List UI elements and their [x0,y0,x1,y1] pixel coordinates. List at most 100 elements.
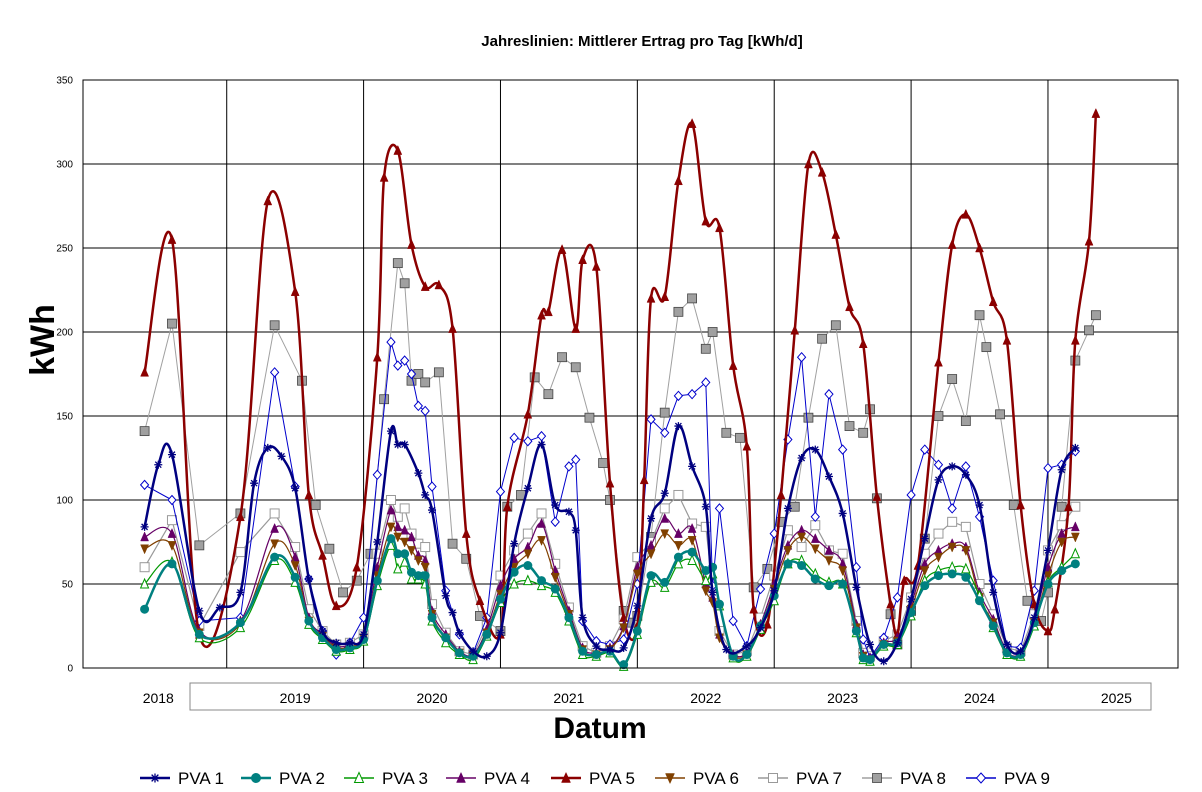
data-point-marker [722,645,731,654]
data-point-marker [947,374,958,384]
data-point-marker [1043,546,1052,555]
data-point-marker [195,606,204,615]
y-tick-label: 250 [56,244,73,255]
data-point-marker [167,318,177,329]
data-point-marker [441,591,450,600]
data-point-marker [714,503,725,514]
data-point-marker [824,581,834,591]
data-point-marker [386,336,396,348]
data-point-marker [838,579,848,589]
data-point-marker [701,502,710,511]
data-point-marker [605,477,615,488]
data-point-marker [379,171,389,182]
legend-label: PVA 3 [382,769,428,788]
data-point-marker [345,638,354,647]
data-point-marker [523,549,533,560]
data-point-marker [673,489,684,500]
data-point-marker [907,595,916,604]
data-point-marker [674,422,683,431]
legend-item: PVA 2 [241,769,325,788]
data-point-marker [804,158,813,169]
data-point-marker [728,359,738,370]
data-point-marker [1030,613,1039,622]
data-point-marker [947,239,957,249]
data-point-marker [561,771,571,783]
data-point-marker [461,553,472,564]
data-point-marker [496,628,505,637]
data-point-marker [1091,107,1101,118]
data-point-marker [139,577,150,589]
data-point-marker [386,522,396,533]
data-point-marker [537,309,546,320]
data-point-marker [496,580,505,590]
data-point-marker [140,522,149,531]
data-point-marker [461,527,471,538]
data-point-marker [386,427,395,436]
data-point-marker [1084,325,1094,336]
data-point-marker [995,409,1005,420]
data-point-marker [523,561,533,571]
x-category-label: 2018 [143,690,174,706]
data-point-marker [1022,595,1033,606]
y-tick-label: 350 [56,76,73,87]
legend-item: PVA 1 [140,769,224,788]
data-point-marker [167,494,177,506]
data-point-marker [140,366,149,377]
data-point-marker [495,594,505,604]
data-point-marker [235,547,246,558]
data-point-marker [235,621,246,633]
data-point-marker [817,333,828,344]
data-point-marker [1070,559,1080,569]
data-point-marker [571,323,581,333]
data-point-marker [770,586,779,595]
data-point-marker [509,577,519,589]
data-point-marker [687,554,697,565]
data-point-marker [920,444,930,455]
data-point-marker [646,414,656,425]
data-point-marker [660,291,670,301]
data-point-marker [797,532,806,543]
data-point-marker [372,351,382,362]
data-point-marker [688,462,697,471]
data-point-marker [578,254,587,265]
data-point-marker [352,561,362,572]
data-point-marker [140,544,149,555]
data-point-marker [893,638,902,647]
data-point-marker [605,645,614,654]
data-point-marker [290,286,300,296]
data-point-marker [270,552,280,562]
data-point-marker [960,416,971,426]
data-point-marker [406,572,417,584]
data-point-marker [701,215,711,226]
data-point-marker [421,490,430,499]
data-point-marker [420,542,431,553]
data-point-marker [933,571,943,581]
data-point-marker [399,355,410,366]
data-point-marker [632,626,642,636]
data-point-marker [324,543,335,554]
data-point-marker [304,489,314,500]
data-point-marker [660,489,669,498]
data-point-marker [1057,566,1067,576]
data-point-marker [803,412,814,423]
data-point-marker [906,489,916,501]
data-point-marker [1070,521,1080,532]
data-point-marker [420,571,430,581]
data-point-marker [167,559,177,569]
data-point-marker [830,320,841,331]
data-point-marker [536,508,547,519]
data-point-marker [1070,547,1081,559]
data-point-marker [399,503,410,514]
data-point-marker [475,595,485,606]
data-point-marker [824,472,833,481]
data-point-marker [509,432,519,444]
data-point-marker [166,515,177,526]
data-point-marker [687,388,697,400]
data-point-marker [947,569,957,579]
data-point-marker [385,495,396,505]
data-point-marker [646,292,656,303]
data-point-marker [277,452,286,461]
data-point-marker [988,621,998,631]
data-point-marker [523,574,533,586]
data-point-marker [393,521,403,532]
